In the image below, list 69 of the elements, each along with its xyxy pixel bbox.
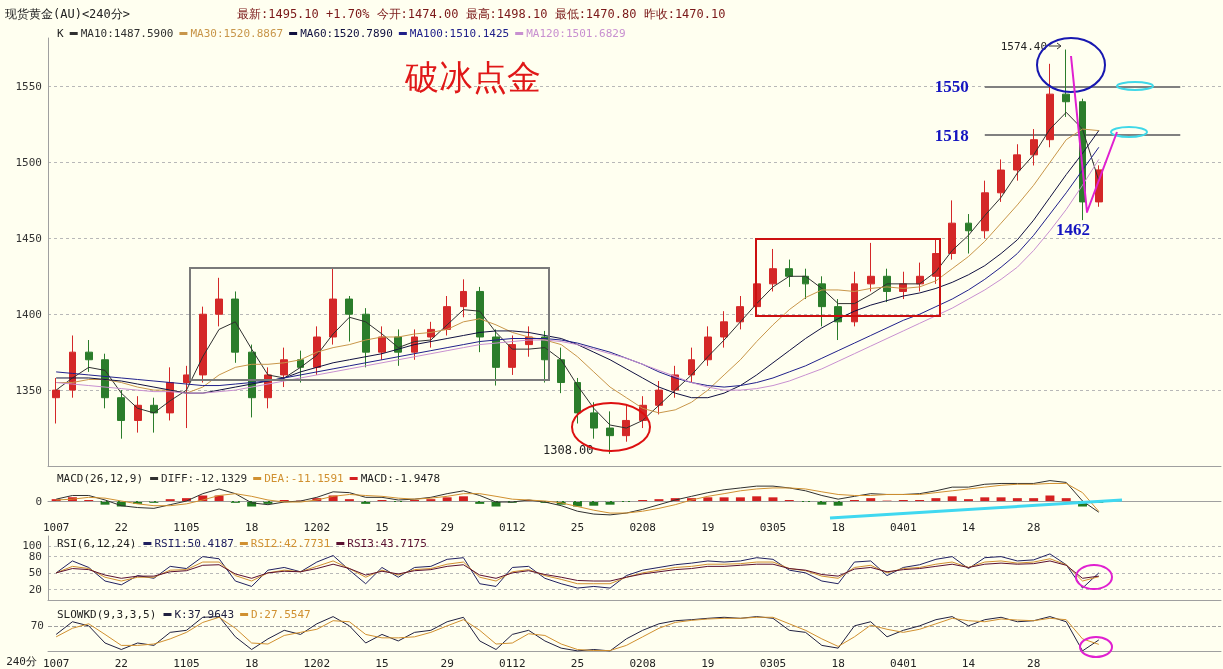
x-tick-label: 0208 [629, 521, 656, 534]
x-tick-label: 22 [114, 657, 128, 669]
x-tick-label: 25 [570, 521, 585, 534]
x-tick-label: 14 [961, 521, 976, 534]
legend-label: MA60:1520.7890 [300, 27, 393, 40]
legend-label: MA30:1520.8867 [190, 27, 284, 40]
x-tick-label: 0208 [629, 657, 656, 669]
x-tick-label: 0112 [499, 521, 526, 534]
x-tick-label: 25 [570, 657, 585, 669]
x-tick-label: 1007 [42, 657, 70, 669]
x-tick-label: 18 [245, 657, 259, 669]
y-tick-label: 1550 [15, 80, 42, 94]
annotation: 1462 [1056, 220, 1090, 239]
x-tick-label: 19 [701, 521, 715, 534]
chart-subtitle: 最新:1495.10 +1.70% 今开:1474.00 最高:1498.10 最低:1470.80 昨收:1470.10 [237, 7, 726, 21]
legend-title: RSI(6,12,24) [57, 537, 137, 550]
x-tick-label: 1105 [173, 521, 200, 534]
x-tick-label: 0112 [499, 657, 526, 669]
legend-label: D:27.5547 [251, 608, 311, 621]
y-tick-label: 20 [28, 582, 42, 596]
x-tick-label: 22 [114, 521, 128, 534]
x-tick-label: 0401 [890, 657, 917, 669]
x-tick-label: 29 [440, 521, 454, 534]
annotation: 1574.40 [1000, 39, 1047, 53]
x-tick-label: 18 [831, 521, 845, 534]
y-tick-label: 100 [22, 539, 42, 553]
x-tick-label: 18 [245, 521, 259, 534]
legend-label: DIFF:-12.1329 [161, 472, 248, 485]
legend-label: RSI3:43.7175 [347, 537, 427, 550]
legend-label: RSI1:50.4187 [154, 537, 234, 550]
legend-title: MACD(26,12,9) [57, 472, 144, 485]
text: 70 [30, 619, 44, 633]
y-tick-label: 50 [28, 566, 42, 580]
x-tick-label: 1202 [303, 657, 331, 669]
legend-label: K:37.9643 [174, 608, 235, 621]
x-tick-label: 0305 [759, 657, 787, 669]
x-tick-label: 28 [1027, 657, 1041, 669]
x-tick-label: 28 [1027, 521, 1041, 534]
annotation: 破冰点金 [404, 57, 541, 97]
x-tick-label: 15 [375, 521, 389, 534]
ref-line-label: 0 [35, 494, 42, 508]
legend-title: SLOWKD(9,3,3,5) [57, 608, 157, 621]
y-tick-label: 1500 [15, 155, 42, 169]
x-tick-label: 29 [440, 657, 454, 669]
legend-label: MACD:-1.9478 [360, 472, 441, 485]
x-tick-label: 1105 [173, 657, 200, 669]
chart-title: 现货黄金(AU)<240分> [5, 7, 131, 21]
x-tick-label: 19 [701, 657, 715, 669]
legend-label: MA100:1510.1425 [409, 27, 510, 40]
x-tick-label: 18 [831, 657, 845, 669]
x-tick-label: 1007 [42, 521, 70, 534]
x-axis-title: 240分 [6, 654, 37, 668]
x-tick-label: 0305 [759, 521, 787, 534]
x-tick-label: 0401 [890, 521, 917, 534]
x-tick-label: 14 [961, 657, 976, 669]
legend-label: MA10:1487.5900 [80, 27, 174, 40]
legend-label: DEA:-11.1591 [264, 472, 344, 485]
annotation: 1308.00 [543, 443, 594, 457]
ref-line-label: 1518 [934, 125, 969, 145]
legend-label: RSI2:42.7731 [250, 537, 331, 550]
ref-line-label: 1550 [934, 77, 969, 97]
x-tick-label: 15 [375, 657, 389, 669]
y-tick-label: 80 [28, 550, 42, 564]
legend-label: MA120:1501.6829 [526, 27, 626, 40]
y-tick-label: 1350 [15, 383, 42, 397]
x-tick-label: 1202 [303, 521, 331, 534]
legend-title: K [57, 27, 64, 40]
y-tick-label: 1400 [15, 307, 42, 321]
y-tick-label: 1450 [15, 231, 42, 245]
